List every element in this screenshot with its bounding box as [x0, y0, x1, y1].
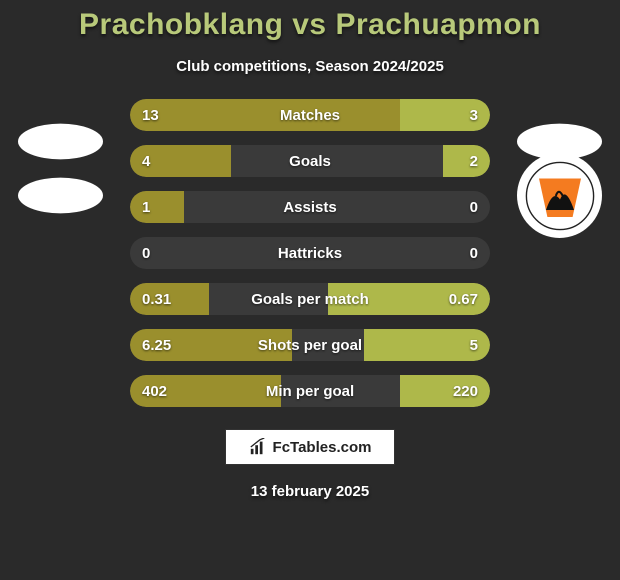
stat-value-left: 0.31	[142, 283, 171, 315]
stat-value-right: 0.67	[449, 283, 478, 315]
stat-row: Shots per goal6.25 5	[130, 329, 490, 361]
brand-text: FcTables.com	[273, 439, 372, 456]
stat-label: Hattricks	[130, 237, 490, 269]
team-right-logo-2	[517, 153, 602, 238]
stat-row: Hattricks0 0	[130, 237, 490, 269]
stat-value-right: 0	[470, 237, 478, 269]
team-left-logo-1	[18, 124, 103, 160]
stat-value-left: 1	[142, 191, 150, 223]
brand-badge[interactable]: FcTables.com	[225, 429, 395, 465]
stat-value-right: 2	[470, 145, 478, 177]
stat-label: Assists	[130, 191, 490, 223]
stat-label: Shots per goal	[130, 329, 490, 361]
stat-value-right: 0	[470, 191, 478, 223]
team-left-logo-2	[18, 178, 103, 214]
stat-value-left: 6.25	[142, 329, 171, 361]
chart-icon	[249, 438, 267, 456]
stat-value-left: 402	[142, 375, 167, 407]
stat-row: Assists1 0	[130, 191, 490, 223]
stat-value-right: 5	[470, 329, 478, 361]
stat-label: Goals	[130, 145, 490, 177]
page-title: Prachobklang vs Prachuapmon	[0, 0, 620, 42]
stat-value-left: 13	[142, 99, 159, 131]
stat-value-right: 220	[453, 375, 478, 407]
stat-label: Min per goal	[130, 375, 490, 407]
stat-row: Goals4 2	[130, 145, 490, 177]
stat-bars: Matches133Goals42Assists10Hattricks00Goa…	[130, 99, 490, 407]
stat-value-right: 3	[470, 99, 478, 131]
chiangrai-crest-icon	[525, 161, 595, 231]
page-subtitle: Club competitions, Season 2024/2025	[0, 58, 620, 75]
stat-row: Matches13 3	[130, 99, 490, 131]
stat-label: Goals per match	[130, 283, 490, 315]
comparison-arena: Matches133Goals42Assists10Hattricks00Goa…	[0, 99, 620, 407]
stat-value-left: 0	[142, 237, 150, 269]
stat-value-left: 4	[142, 145, 150, 177]
stat-label: Matches	[130, 99, 490, 131]
stat-row: Min per goal402 220	[130, 375, 490, 407]
stat-row: Goals per match0.31 0.67	[130, 283, 490, 315]
footer-date: 13 february 2025	[0, 483, 620, 500]
